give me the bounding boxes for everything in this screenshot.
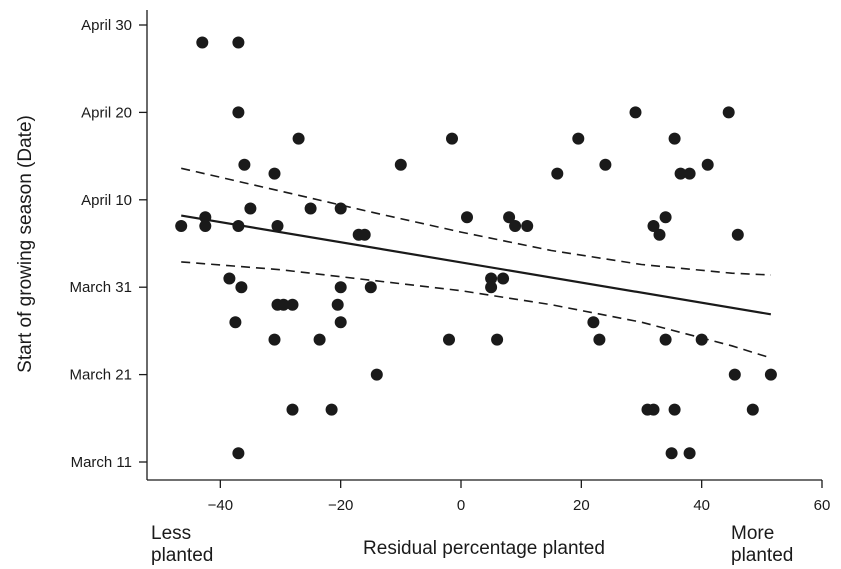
more-planted-label: More planted — [731, 523, 793, 566]
regression-line-group — [181, 214, 772, 316]
more-planted-line: More — [731, 523, 774, 544]
data-point — [653, 228, 666, 241]
data-point — [334, 281, 347, 294]
data-point — [572, 132, 585, 145]
x-tick-label: 0 — [457, 497, 465, 514]
y-tick-label: April 30 — [81, 17, 132, 34]
data-point — [509, 220, 522, 232]
x-tick-label: 40 — [693, 497, 710, 514]
y-tick-label: March 31 — [69, 279, 132, 296]
data-point — [199, 211, 212, 224]
data-point — [271, 220, 284, 232]
more-planted-line: planted — [731, 545, 793, 566]
y-axis-title: Start of growing season (Date) — [15, 115, 36, 373]
x-tick-label: 60 — [814, 497, 831, 514]
data-point — [599, 158, 612, 171]
data-point — [286, 403, 299, 416]
data-point — [701, 158, 714, 171]
y-tick-label: March 11 — [71, 454, 132, 471]
data-point — [629, 106, 642, 119]
data-point — [503, 211, 516, 224]
data-point — [521, 220, 534, 232]
data-point — [587, 316, 600, 329]
data-point — [292, 132, 305, 145]
y-tick-label: April 10 — [81, 192, 132, 209]
data-point — [668, 132, 681, 145]
x-tick-label: −40 — [208, 497, 233, 514]
data-point — [722, 106, 735, 119]
data-point — [497, 272, 510, 285]
data-point — [764, 368, 777, 381]
data-point — [175, 220, 188, 232]
data-point — [370, 368, 383, 381]
data-point — [325, 403, 338, 416]
data-point — [728, 368, 741, 381]
data-point — [647, 220, 660, 232]
data-point — [485, 272, 498, 285]
ci-lower-line — [181, 261, 772, 359]
data-point — [659, 333, 672, 346]
data-point — [334, 316, 347, 329]
data-point — [695, 333, 708, 346]
data-point — [232, 447, 245, 460]
data-point — [199, 220, 212, 232]
less-planted-label: Less planted — [151, 523, 213, 566]
y-tick-label: April 20 — [81, 104, 132, 121]
x-axis-title: Residual percentage planted — [363, 538, 605, 559]
data-point — [238, 158, 251, 171]
data-point — [232, 36, 245, 49]
x-tick-label: 20 — [573, 497, 590, 514]
data-point — [461, 211, 473, 224]
data-points — [175, 36, 777, 460]
data-point — [229, 316, 242, 329]
data-point — [394, 158, 407, 171]
data-point — [277, 298, 290, 311]
data-point — [665, 447, 678, 460]
data-point — [232, 106, 245, 119]
data-point — [286, 298, 299, 311]
data-point — [334, 202, 347, 215]
data-point — [485, 281, 498, 294]
labels: Residual percentage planted Start of grow… — [15, 115, 793, 566]
less-planted-line: Less — [151, 523, 191, 544]
data-point — [313, 333, 326, 346]
data-point — [551, 167, 564, 180]
ci-upper-line — [181, 167, 771, 276]
data-point — [647, 403, 660, 416]
x-tick-label: −20 — [328, 497, 353, 514]
data-point — [593, 333, 606, 346]
data-point — [232, 220, 245, 232]
confidence-interval-lines — [181, 167, 772, 359]
data-point — [358, 228, 371, 241]
data-point — [364, 281, 377, 294]
data-point — [268, 333, 281, 346]
y-tick-label: March 21 — [69, 367, 132, 384]
data-point — [446, 132, 458, 145]
data-point — [235, 281, 248, 294]
data-point — [304, 202, 317, 215]
data-point — [223, 272, 236, 285]
less-planted-line: planted — [151, 545, 213, 566]
data-point — [668, 403, 681, 416]
data-point — [731, 228, 744, 241]
data-point — [443, 333, 455, 346]
data-point — [683, 447, 696, 460]
axes: −40 −20 0 20 40 60 March 11 March 21 March 31 Apr… — [69, 10, 830, 514]
data-point — [746, 403, 759, 416]
data-point — [331, 298, 344, 311]
data-point — [683, 167, 696, 180]
data-point — [268, 167, 281, 180]
data-point — [659, 211, 672, 224]
data-point — [244, 202, 257, 215]
data-point — [196, 36, 209, 49]
data-point — [674, 167, 687, 180]
regression-line — [181, 214, 772, 316]
data-point — [491, 333, 504, 346]
